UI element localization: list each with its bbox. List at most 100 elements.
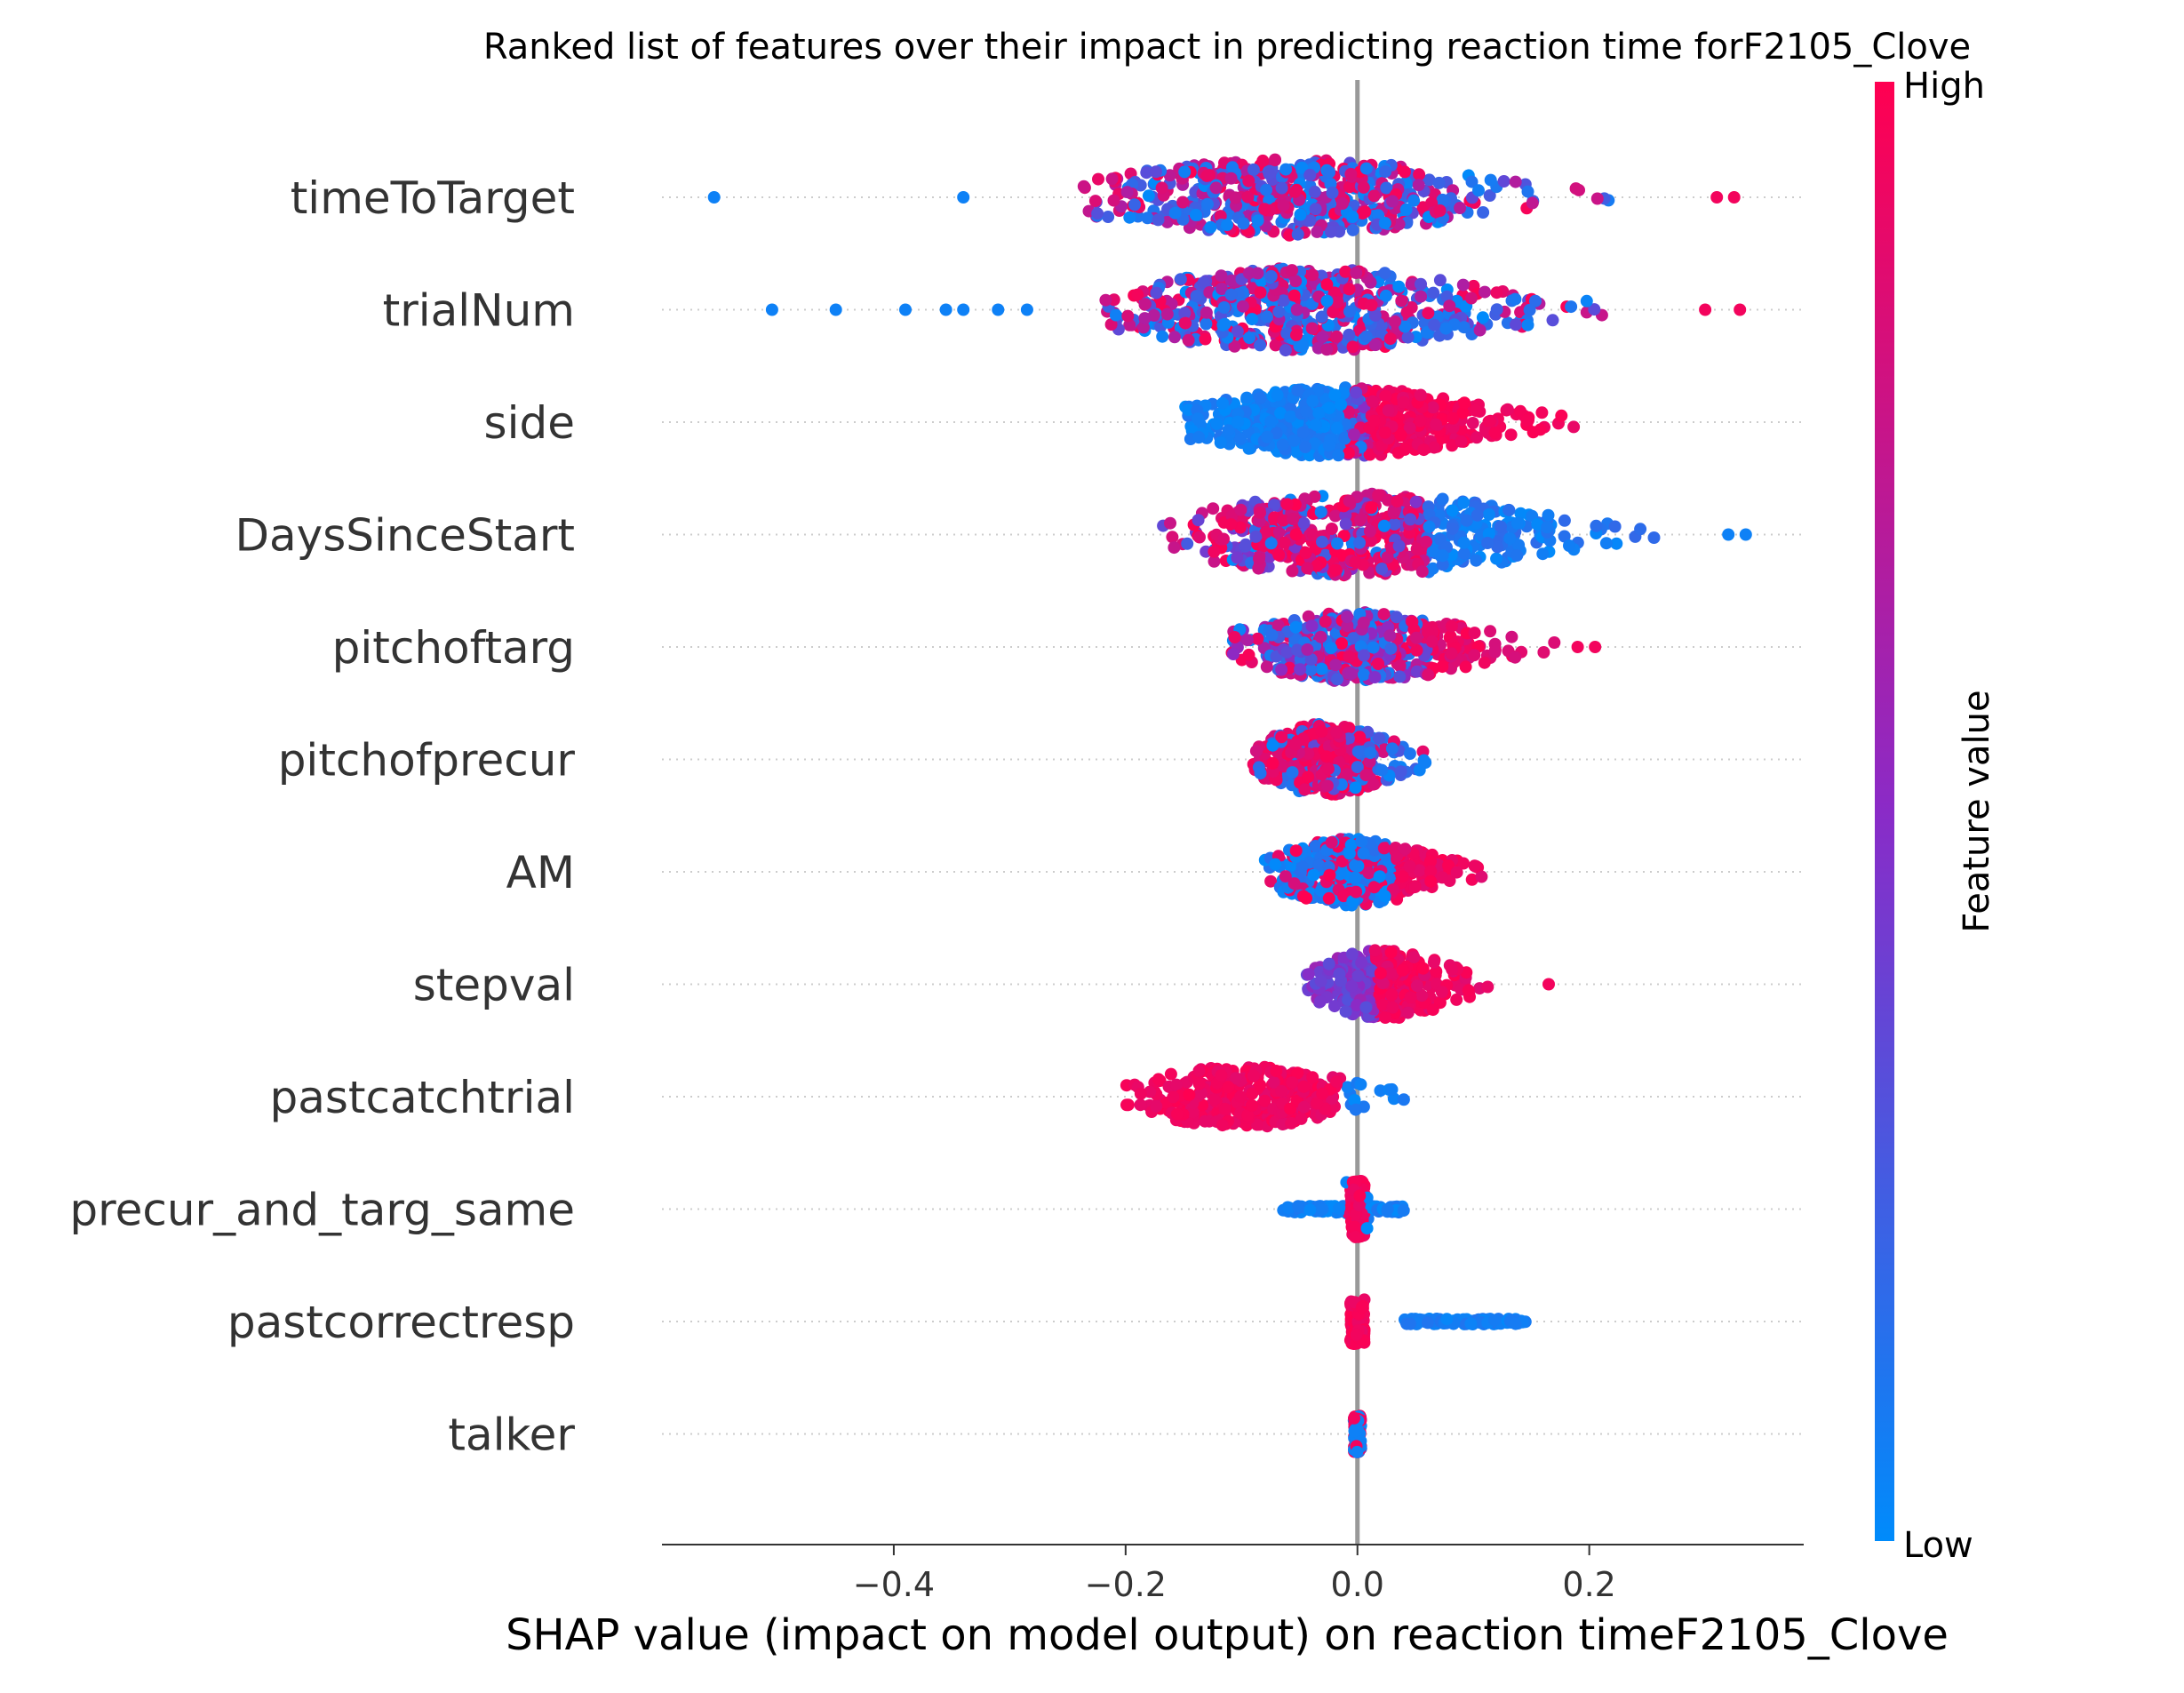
shap-point <box>1278 536 1291 549</box>
shap-point <box>1137 321 1150 334</box>
shap-point <box>1397 1093 1410 1106</box>
shap-point <box>1510 549 1524 562</box>
shap-point <box>1580 294 1593 307</box>
shap-point <box>1231 325 1244 338</box>
shap-point <box>1422 307 1435 320</box>
shap-point <box>1392 218 1406 231</box>
shap-point <box>1362 866 1375 880</box>
shap-point <box>1537 646 1550 659</box>
shap-point <box>1167 1090 1180 1104</box>
shap-point <box>1163 169 1176 182</box>
shap-point <box>1306 1071 1319 1084</box>
shap-point <box>1348 428 1360 441</box>
shap-point <box>1436 549 1449 563</box>
shap-point <box>1563 539 1575 552</box>
shap-point <box>1487 1314 1501 1327</box>
shap-point <box>1428 441 1440 454</box>
shap-point <box>1588 303 1601 316</box>
shap-point <box>1192 1064 1206 1077</box>
shap-point <box>1368 944 1382 957</box>
shap-point <box>1373 731 1386 745</box>
shap-point <box>1488 427 1502 439</box>
shap-point <box>1432 176 1446 189</box>
shap-point <box>1217 532 1230 546</box>
shap-point <box>1348 1425 1361 1438</box>
shap-point <box>1274 406 1287 419</box>
shap-point <box>1397 1204 1410 1218</box>
shap-point <box>1239 538 1252 551</box>
shap-point <box>1341 611 1354 624</box>
shap-point <box>1396 870 1409 883</box>
shap-point <box>1179 316 1192 330</box>
shap-point <box>1305 619 1319 633</box>
shap-point <box>1092 172 1104 186</box>
shap-point <box>1181 537 1194 550</box>
shap-point <box>1425 635 1439 648</box>
shap-point <box>1356 207 1369 220</box>
shap-point <box>1279 163 1293 176</box>
shap-point-outlier <box>1589 641 1602 653</box>
shap-point <box>1320 294 1334 307</box>
shap-point <box>1548 636 1561 649</box>
shap-point <box>1182 403 1195 417</box>
shap-point <box>1138 298 1152 311</box>
points-pitchoftarg <box>1225 606 1602 687</box>
shap-point <box>1296 339 1310 353</box>
shap-point <box>1289 620 1303 634</box>
shap-point <box>1503 531 1517 545</box>
shap-point <box>1363 448 1376 461</box>
shap-point <box>1266 739 1279 752</box>
shap-point <box>1393 659 1407 673</box>
shap-point <box>1217 301 1231 314</box>
shap-point <box>1301 643 1314 656</box>
shap-point <box>1406 615 1419 628</box>
shap-point <box>1216 396 1229 410</box>
shap-point <box>1456 406 1470 419</box>
shap-point <box>1260 660 1273 674</box>
shap-point <box>1297 1080 1311 1093</box>
shap-point <box>1433 274 1447 287</box>
shap-point <box>1327 306 1340 319</box>
shap-point <box>1152 1073 1165 1086</box>
shap-point <box>1339 517 1352 531</box>
shap-point <box>1415 290 1428 303</box>
shap-point <box>1320 278 1334 291</box>
shap-point-outlier <box>992 303 1005 316</box>
shap-point <box>1208 545 1221 558</box>
shap-point <box>1462 984 1475 997</box>
shap-point <box>1509 651 1522 664</box>
shap-point <box>1399 203 1413 216</box>
shap-point <box>1477 206 1490 219</box>
shap-point <box>1354 514 1367 527</box>
shap-point <box>1446 522 1459 535</box>
shap-point <box>1387 507 1400 520</box>
shap-point <box>1200 306 1213 319</box>
shap-point <box>1168 206 1182 220</box>
shap-point <box>1367 189 1381 203</box>
shap-point <box>1242 174 1255 188</box>
shap-point <box>1286 564 1299 578</box>
shap-point <box>1256 154 1270 167</box>
shap-point <box>1189 208 1202 221</box>
shap-point <box>1355 835 1368 848</box>
shap-point <box>1138 312 1152 325</box>
shap-point <box>1351 970 1365 982</box>
shap-point <box>1470 554 1483 567</box>
shap-point <box>1355 1300 1368 1314</box>
shap-point <box>1392 280 1406 293</box>
shap-point <box>1224 288 1238 301</box>
shap-point <box>1312 406 1326 419</box>
shap-point <box>1178 307 1192 320</box>
shap-point <box>1302 771 1315 784</box>
shap-point <box>1383 332 1397 346</box>
shap-point <box>1308 185 1321 198</box>
shap-point <box>1390 611 1403 624</box>
shap-point <box>1333 967 1346 980</box>
shap-point <box>1343 847 1356 860</box>
shap-point <box>1481 980 1495 994</box>
shap-point <box>1234 503 1247 516</box>
shap-point <box>1428 318 1441 331</box>
shap-point <box>1343 328 1356 341</box>
shap-point <box>1289 738 1302 751</box>
shap-point <box>1424 874 1438 888</box>
